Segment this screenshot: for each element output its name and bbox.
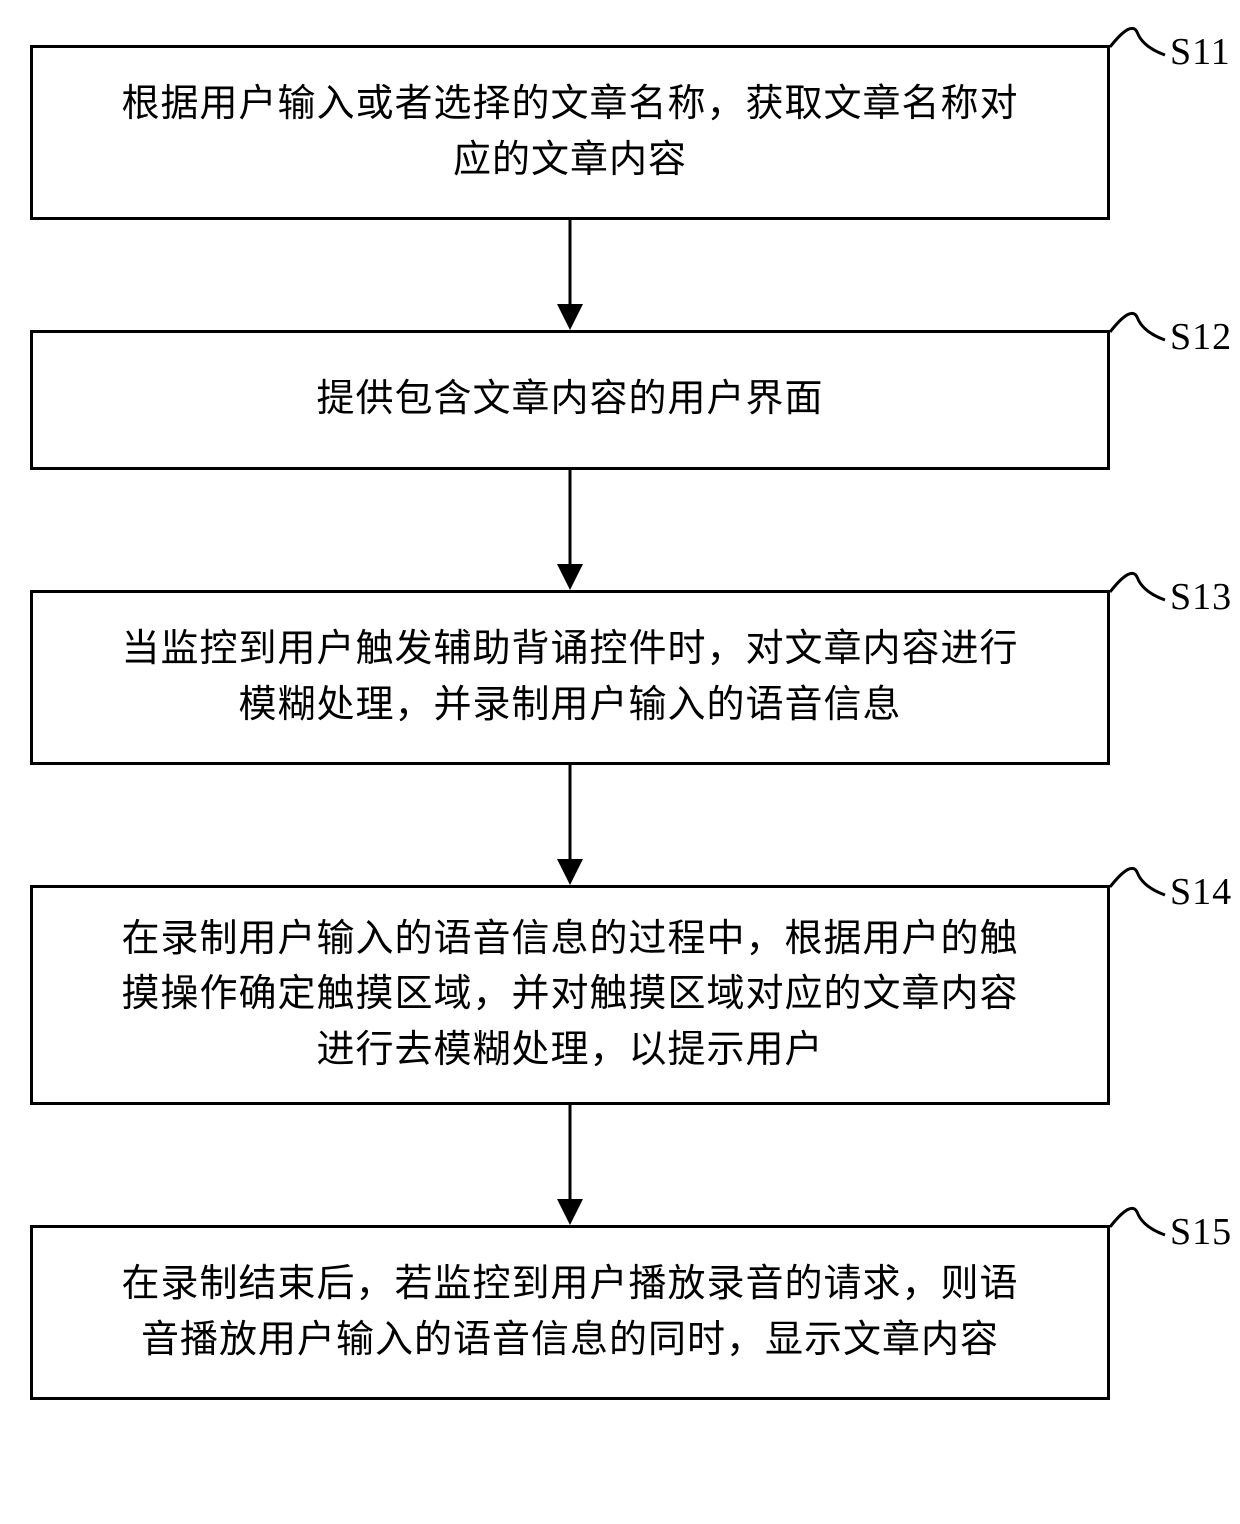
step-label-s11: S11 — [1170, 30, 1231, 74]
step-text: 根据用户输入或者选择的文章名称，获取文章名称对 应的文章内容 — [121, 77, 1018, 187]
flowchart-step-s12: 提供包含文章内容的用户界面 — [30, 330, 1110, 470]
label-connector-s11 — [1105, 0, 1170, 85]
label-connector-s15 — [1105, 1178, 1170, 1265]
step-text: 在录制结束后，若监控到用户播放录音的请求，则语 音播放用户输入的语音信息的同时，… — [121, 1257, 1018, 1367]
flow-arrow-3 — [550, 765, 590, 885]
flowchart-step-s15: 在录制结束后，若监控到用户播放录音的请求，则语 音播放用户输入的语音信息的同时，… — [30, 1225, 1110, 1400]
flowchart-container: 根据用户输入或者选择的文章名称，获取文章名称对 应的文章内容 S11 提供包含文章内… — [0, 0, 1240, 1524]
step-label-s14: S14 — [1170, 870, 1232, 914]
label-connector-s13 — [1105, 543, 1170, 630]
flowchart-step-s11: 根据用户输入或者选择的文章名称，获取文章名称对 应的文章内容 — [30, 45, 1110, 220]
flowchart-step-s14: 在录制用户输入的语音信息的过程中，根据用户的触 摸操作确定触摸区域，并对触摸区域… — [30, 885, 1110, 1105]
flowchart-step-s13: 当监控到用户触发辅助背诵控件时，对文章内容进行 模糊处理，并录制用户输入的语音信… — [30, 590, 1110, 765]
step-text: 当监控到用户触发辅助背诵控件时，对文章内容进行 模糊处理，并录制用户输入的语音信… — [121, 622, 1018, 732]
step-text: 提供包含文章内容的用户界面 — [316, 372, 823, 427]
step-label-s15: S15 — [1170, 1210, 1232, 1254]
label-connector-s14 — [1105, 838, 1170, 925]
flow-arrow-2 — [550, 470, 590, 590]
flow-arrow-4 — [550, 1105, 590, 1225]
flow-arrow-1 — [550, 220, 590, 330]
label-connector-s12 — [1105, 283, 1170, 370]
step-label-s13: S13 — [1170, 575, 1232, 619]
step-label-s12: S12 — [1170, 315, 1232, 359]
step-text: 在录制用户输入的语音信息的过程中，根据用户的触 摸操作确定触摸区域，并对触摸区域… — [121, 912, 1018, 1077]
